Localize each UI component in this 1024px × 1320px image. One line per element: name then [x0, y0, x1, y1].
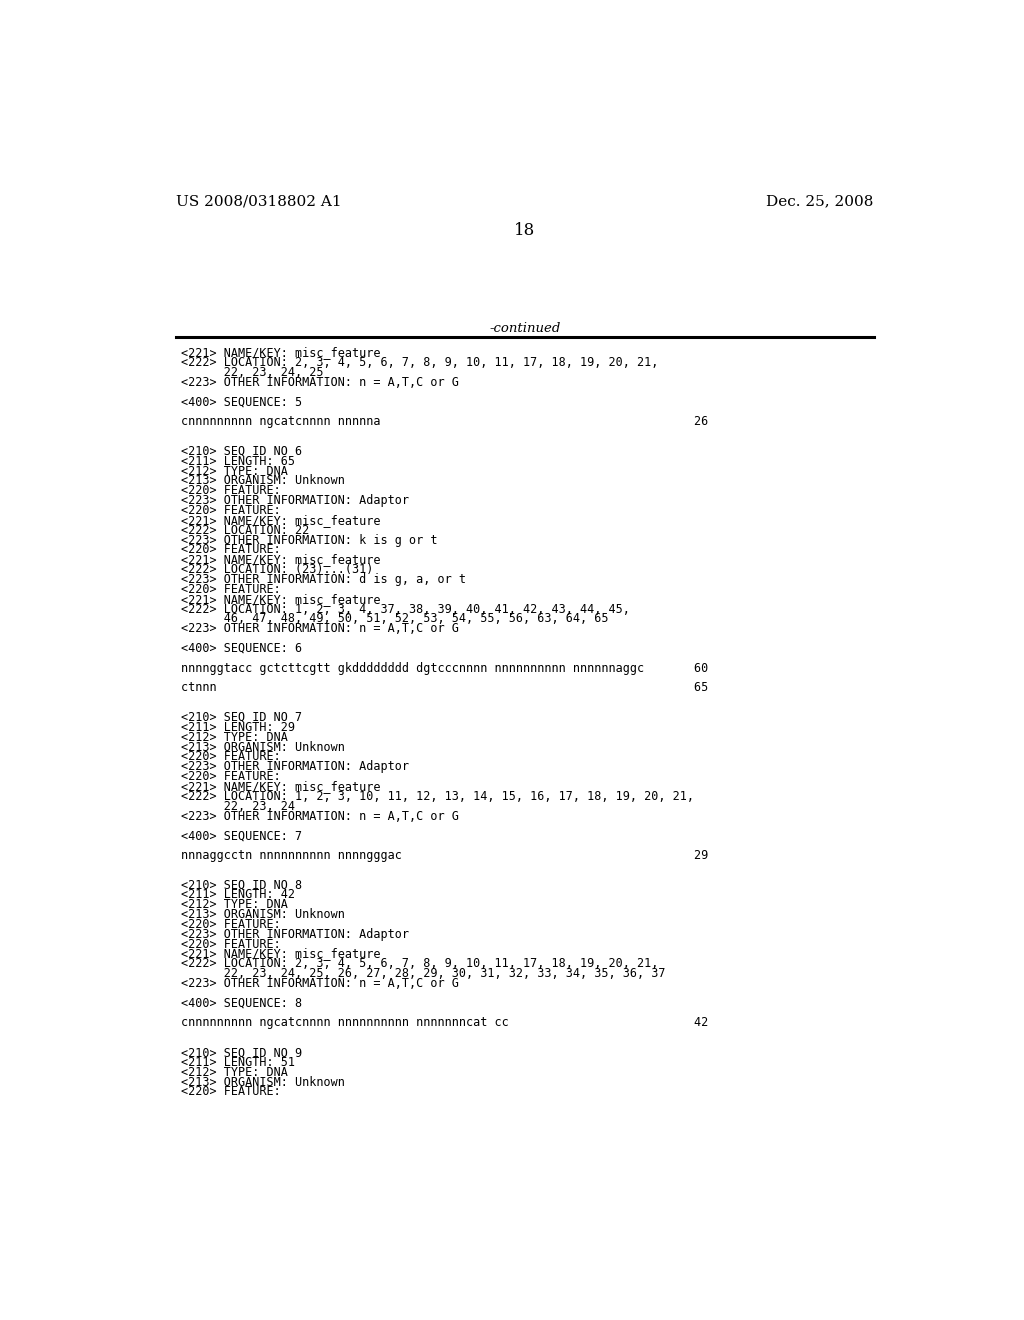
Text: <223> OTHER INFORMATION: n = A,T,C or G: <223> OTHER INFORMATION: n = A,T,C or G	[180, 809, 459, 822]
Text: <400> SEQUENCE: 5: <400> SEQUENCE: 5	[180, 396, 302, 409]
Text: <220> FEATURE:: <220> FEATURE:	[180, 937, 281, 950]
Text: <213> ORGANISM: Unknown: <213> ORGANISM: Unknown	[180, 741, 344, 754]
Text: nnnaggcctn nnnnnnnnnn nnnngggac                                         29: nnnaggcctn nnnnnnnnnn nnnngggac 29	[180, 849, 708, 862]
Text: <213> ORGANISM: Unknown: <213> ORGANISM: Unknown	[180, 1076, 344, 1089]
Text: <222> LOCATION: 1, 2, 3, 10, 11, 12, 13, 14, 15, 16, 17, 18, 19, 20, 21,: <222> LOCATION: 1, 2, 3, 10, 11, 12, 13,…	[180, 789, 693, 803]
Text: <221> NAME/KEY: misc_feature: <221> NAME/KEY: misc_feature	[180, 948, 380, 961]
Text: cnnnnnnnnn ngcatcnnnn nnnnna                                            26: cnnnnnnnnn ngcatcnnnn nnnnna 26	[180, 416, 708, 428]
Text: <211> LENGTH: 51: <211> LENGTH: 51	[180, 1056, 295, 1069]
Text: <220> FEATURE:: <220> FEATURE:	[180, 750, 281, 763]
Text: <222> LOCATION: 2, 3, 4, 5, 6, 7, 8, 9, 10, 11, 17, 18, 19, 20, 21,: <222> LOCATION: 2, 3, 4, 5, 6, 7, 8, 9, …	[180, 957, 658, 970]
Text: US 2008/0318802 A1: US 2008/0318802 A1	[176, 194, 342, 209]
Text: 22, 23, 24: 22, 23, 24	[180, 800, 295, 813]
Text: <211> LENGTH: 29: <211> LENGTH: 29	[180, 721, 295, 734]
Text: <222> LOCATION: (23)...(31): <222> LOCATION: (23)...(31)	[180, 564, 373, 576]
Text: <212> TYPE: DNA: <212> TYPE: DNA	[180, 898, 288, 911]
Text: 46, 47, 48, 49, 50, 51, 52, 53, 54, 55, 56, 63, 64, 65: 46, 47, 48, 49, 50, 51, 52, 53, 54, 55, …	[180, 612, 608, 626]
Text: 22, 23, 24, 25, 26, 27, 28, 29, 30, 31, 32, 33, 34, 35, 36, 37: 22, 23, 24, 25, 26, 27, 28, 29, 30, 31, …	[180, 968, 666, 981]
Text: <212> TYPE: DNA: <212> TYPE: DNA	[180, 1065, 288, 1078]
Text: <221> NAME/KEY: misc_feature: <221> NAME/KEY: misc_feature	[180, 513, 380, 527]
Text: <400> SEQUENCE: 6: <400> SEQUENCE: 6	[180, 642, 302, 655]
Text: <210> SEQ ID NO 6: <210> SEQ ID NO 6	[180, 445, 302, 458]
Text: cnnnnnnnnn ngcatcnnnn nnnnnnnnnn nnnnnnncat cc                          42: cnnnnnnnnn ngcatcnnnn nnnnnnnnnn nnnnnnn…	[180, 1016, 708, 1030]
Text: <223> OTHER INFORMATION: d is g, a, or t: <223> OTHER INFORMATION: d is g, a, or t	[180, 573, 466, 586]
Text: <223> OTHER INFORMATION: n = A,T,C or G: <223> OTHER INFORMATION: n = A,T,C or G	[180, 376, 459, 389]
Text: <223> OTHER INFORMATION: n = A,T,C or G: <223> OTHER INFORMATION: n = A,T,C or G	[180, 977, 459, 990]
Text: <212> TYPE: DNA: <212> TYPE: DNA	[180, 465, 288, 478]
Text: <220> FEATURE:: <220> FEATURE:	[180, 583, 281, 595]
Text: <223> OTHER INFORMATION: Adaptor: <223> OTHER INFORMATION: Adaptor	[180, 928, 409, 941]
Text: <213> ORGANISM: Unknown: <213> ORGANISM: Unknown	[180, 474, 344, 487]
Text: 18: 18	[514, 222, 536, 239]
Text: ctnnn                                                                   65: ctnnn 65	[180, 681, 708, 694]
Text: <213> ORGANISM: Unknown: <213> ORGANISM: Unknown	[180, 908, 344, 921]
Text: <220> FEATURE:: <220> FEATURE:	[180, 917, 281, 931]
Text: <220> FEATURE:: <220> FEATURE:	[180, 770, 281, 783]
Text: <210> SEQ ID NO 8: <210> SEQ ID NO 8	[180, 879, 302, 891]
Text: <223> OTHER INFORMATION: Adaptor: <223> OTHER INFORMATION: Adaptor	[180, 494, 409, 507]
Text: <222> LOCATION: 2, 3, 4, 5, 6, 7, 8, 9, 10, 11, 17, 18, 19, 20, 21,: <222> LOCATION: 2, 3, 4, 5, 6, 7, 8, 9, …	[180, 356, 658, 370]
Text: <221> NAME/KEY: misc_feature: <221> NAME/KEY: misc_feature	[180, 553, 380, 566]
Text: <400> SEQUENCE: 8: <400> SEQUENCE: 8	[180, 997, 302, 1010]
Text: <223> OTHER INFORMATION: n = A,T,C or G: <223> OTHER INFORMATION: n = A,T,C or G	[180, 622, 459, 635]
Text: <222> LOCATION: 1, 2, 3, 4, 37, 38, 39, 40, 41, 42, 43, 44, 45,: <222> LOCATION: 1, 2, 3, 4, 37, 38, 39, …	[180, 602, 630, 615]
Text: <221> NAME/KEY: misc_feature: <221> NAME/KEY: misc_feature	[180, 593, 380, 606]
Text: <400> SEQUENCE: 7: <400> SEQUENCE: 7	[180, 829, 302, 842]
Text: <221> NAME/KEY: misc_feature: <221> NAME/KEY: misc_feature	[180, 780, 380, 793]
Text: -continued: -continued	[489, 322, 560, 335]
Text: <220> FEATURE:: <220> FEATURE:	[180, 504, 281, 517]
Text: <220> FEATURE:: <220> FEATURE:	[180, 544, 281, 557]
Text: <211> LENGTH: 65: <211> LENGTH: 65	[180, 454, 295, 467]
Text: <210> SEQ ID NO 7: <210> SEQ ID NO 7	[180, 711, 302, 723]
Text: <210> SEQ ID NO 9: <210> SEQ ID NO 9	[180, 1045, 302, 1059]
Text: nnnnggtacc gctcttcgtt gkdddddddd dgtcccnnnn nnnnnnnnnn nnnnnnaggc       60: nnnnggtacc gctcttcgtt gkdddddddd dgtcccn…	[180, 661, 708, 675]
Text: <212> TYPE: DNA: <212> TYPE: DNA	[180, 731, 288, 743]
Text: Dec. 25, 2008: Dec. 25, 2008	[766, 194, 873, 209]
Text: <220> FEATURE:: <220> FEATURE:	[180, 1085, 281, 1098]
Text: <223> OTHER INFORMATION: k is g or t: <223> OTHER INFORMATION: k is g or t	[180, 533, 437, 546]
Text: <223> OTHER INFORMATION: Adaptor: <223> OTHER INFORMATION: Adaptor	[180, 760, 409, 774]
Text: <221> NAME/KEY: misc_feature: <221> NAME/KEY: misc_feature	[180, 346, 380, 359]
Text: 22, 23, 24, 25: 22, 23, 24, 25	[180, 366, 324, 379]
Text: <222> LOCATION: 22: <222> LOCATION: 22	[180, 524, 309, 537]
Text: <211> LENGTH: 42: <211> LENGTH: 42	[180, 888, 295, 902]
Text: <220> FEATURE:: <220> FEATURE:	[180, 484, 281, 498]
